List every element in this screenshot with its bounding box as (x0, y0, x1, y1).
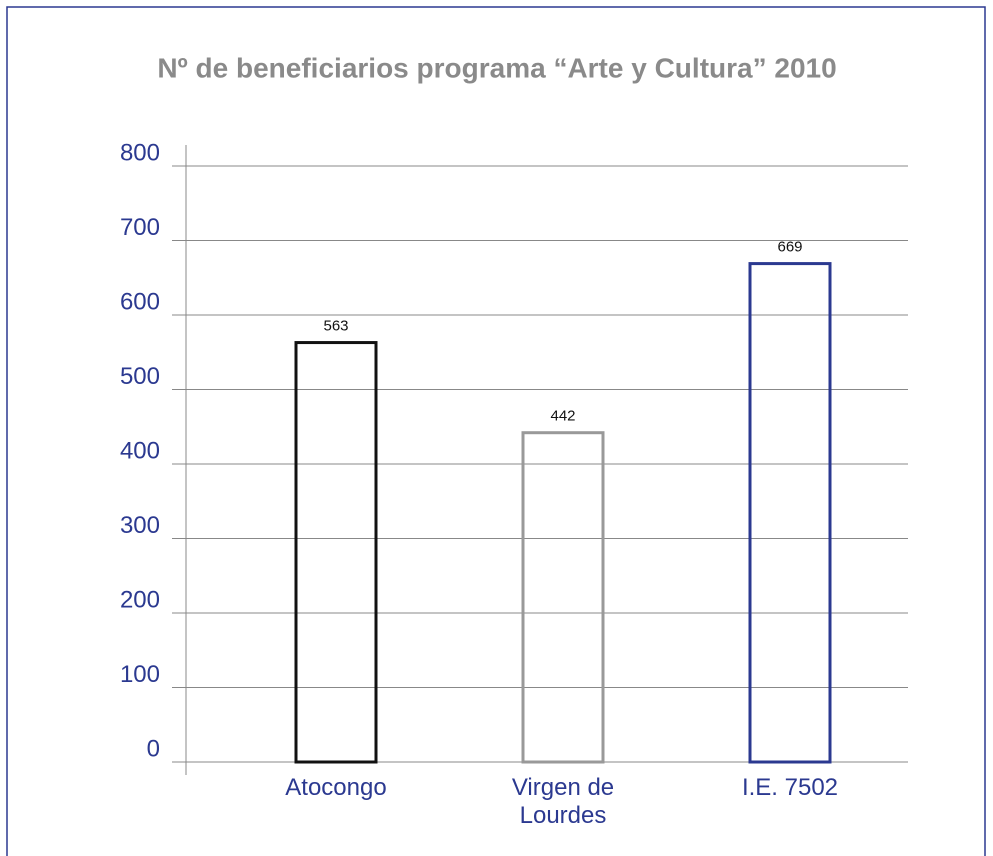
y-tick-label: 700 (120, 214, 160, 241)
x-tick-label: Atocongo (285, 774, 387, 801)
bar (748, 262, 832, 764)
value-label: 563 (323, 318, 348, 335)
y-tick-label: 0 (147, 735, 160, 762)
y-tick-label: 200 (120, 586, 160, 613)
y-tick-label: 800 (120, 139, 160, 166)
y-tick-label: 500 (120, 363, 160, 390)
y-tick-label: 100 (120, 661, 160, 688)
chart-title: Nº de beneficiarios programa “Arte y Cul… (157, 52, 836, 83)
value-label: 669 (777, 239, 802, 256)
bar (294, 341, 378, 764)
x-tick-label: I.E. 7502 (741, 774, 839, 801)
x-tick-label: Virgen de Lourdes (511, 774, 615, 829)
y-tick-label: 300 (120, 512, 160, 539)
y-tick-label: 600 (120, 288, 160, 315)
frame (6, 6, 986, 856)
bar (521, 431, 605, 764)
y-tick-label: 400 (120, 437, 160, 464)
value-label: 442 (550, 408, 575, 425)
